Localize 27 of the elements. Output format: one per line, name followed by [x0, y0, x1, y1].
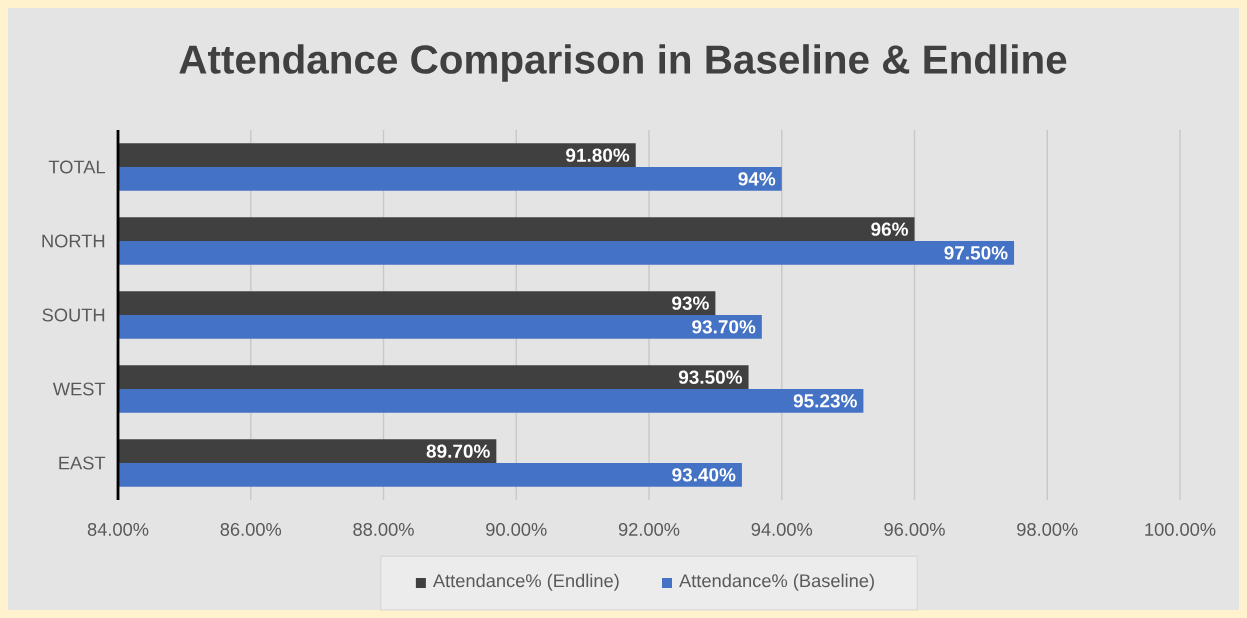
data-label: 93.50%	[678, 370, 743, 384]
data-label: 89.70%	[426, 444, 490, 458]
data-label: 93%	[672, 296, 709, 310]
x-tick-label: 92.00%	[618, 522, 680, 536]
data-label: 93.70%	[692, 320, 756, 334]
data-label: 95.23%	[793, 394, 857, 408]
x-tick-label: 90.00%	[486, 522, 547, 536]
y-tick-label: SOUTH	[42, 308, 105, 322]
x-tick-label: 84.00%	[87, 522, 149, 536]
x-tick-label: 94.00%	[751, 522, 813, 536]
x-tick-label: 98.00%	[1017, 522, 1078, 536]
legend-label: Attendance% (Endline)	[432, 573, 619, 591]
x-tick-label: 96.00%	[884, 522, 945, 536]
x-tick-label: 88.00%	[353, 522, 414, 536]
data-label: 91.80%	[566, 148, 630, 162]
y-tick-label: EAST	[59, 456, 106, 470]
chart-title: Attendance Comparison in Baseline & Endline	[179, 44, 1067, 82]
x-tick-label: 86.00%	[220, 522, 282, 536]
data-label: 94%	[738, 172, 776, 186]
x-tick-label: 100.00%	[1145, 522, 1216, 536]
data-label: 97.50%	[944, 246, 1008, 260]
y-tick-label: WEST	[52, 382, 106, 396]
y-tick-label: NORTH	[42, 234, 105, 248]
y-tick-label: TOTAL	[48, 160, 106, 174]
data-label: 96%	[871, 222, 909, 236]
data-label: 93.40%	[672, 468, 736, 482]
legend-label: Attendance% (Baseline)	[679, 573, 874, 591]
